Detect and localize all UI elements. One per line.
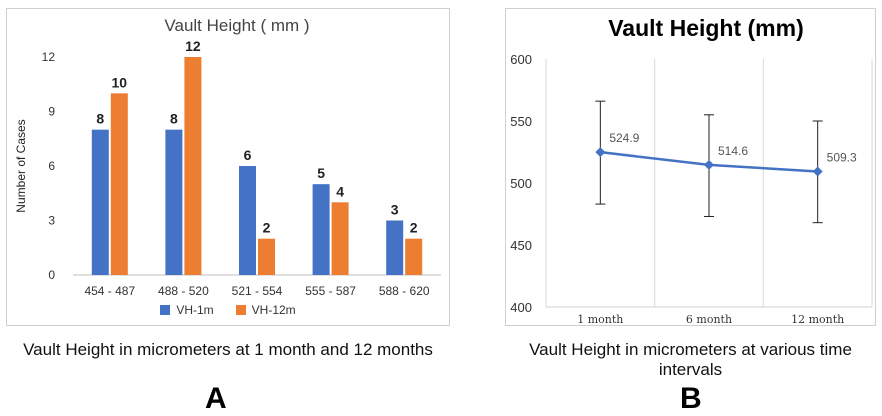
data-label: 10	[112, 74, 128, 90]
legend-item-vh-12m: VH-12m	[235, 303, 296, 317]
y-tick-label: 400	[510, 300, 532, 315]
x-tick-label: 588 - 620	[379, 284, 430, 298]
data-label: 12	[185, 38, 201, 54]
bar	[239, 166, 256, 275]
y-tick-label: 550	[510, 114, 532, 129]
legend-label-vh-1m: VH-1m	[176, 303, 214, 317]
x-tick-label: 521 - 554	[232, 284, 283, 298]
bar-chart-legend: VH-1m VH-12m	[6, 303, 450, 317]
bar	[405, 238, 423, 275]
y-tick-label: 500	[510, 176, 532, 191]
x-tick-label: 12 month	[791, 313, 844, 326]
bar-chart-svg: Vault Height ( mm ) Number of Cases 0 3 6 9 12…	[14, 16, 441, 298]
data-label: 509.3	[827, 150, 857, 164]
y-tick-label: 600	[510, 52, 532, 67]
data-label: 514.6	[718, 144, 748, 158]
x-tick-label: 555 - 587	[305, 284, 356, 298]
y-tick-label: 3	[48, 214, 55, 228]
data-label: 4	[336, 183, 344, 199]
data-label: 524.9	[609, 131, 639, 145]
y-tick-label: 6	[48, 159, 55, 173]
bar-chart-panel: Vault Height ( mm ) Number of Cases 0 3 6 9 12…	[6, 8, 450, 326]
data-label: 2	[263, 220, 271, 236]
caption-b: Vault Height in micrometers at various t…	[529, 340, 852, 379]
y-tick-label: 450	[510, 238, 532, 253]
data-label: 6	[244, 147, 252, 163]
data-label: 8	[96, 111, 104, 127]
legend-label-vh-12m: VH-12m	[251, 303, 296, 317]
data-point	[812, 166, 823, 177]
panel-label-b: B	[680, 382, 702, 415]
x-tick-label: 454 - 487	[84, 284, 135, 298]
bar	[91, 129, 109, 275]
bar	[184, 57, 202, 275]
y-tick-label: 0	[48, 268, 55, 282]
bar	[110, 93, 128, 275]
bar	[386, 220, 404, 275]
x-tick-label: 488 - 520	[158, 284, 209, 298]
legend-swatch-vh-12m	[235, 305, 246, 315]
bar	[165, 129, 183, 275]
y-tick-label: 9	[48, 105, 55, 119]
data-label: 5	[317, 165, 325, 181]
data-label: 8	[170, 111, 178, 127]
panel-label-a: A	[205, 382, 227, 415]
data-point	[595, 147, 606, 158]
data-label: 3	[391, 202, 399, 218]
y-axis-label: Number of Cases	[14, 119, 28, 212]
line-chart-svg: Vault Height (mm) 400 450 500 550 600 524.9 1 m…	[510, 15, 873, 326]
legend-item-vh-1m: VH-1m	[160, 303, 214, 317]
caption-a: Vault Height in micrometers at 1 month a…	[23, 340, 433, 359]
bar	[331, 202, 349, 275]
x-tick-label: 1 month	[577, 313, 623, 326]
x-tick-label: 6 month	[686, 313, 732, 326]
chart-title: Vault Height (mm)	[608, 15, 804, 41]
y-tick-label: 12	[42, 50, 56, 64]
chart-title: Vault Height ( mm )	[164, 16, 309, 35]
legend-swatch-vh-1m	[160, 305, 171, 315]
bar	[312, 184, 330, 275]
bar	[258, 238, 275, 275]
line-chart-panel: Vault Height (mm) 400 450 500 550 600 524.9 1 m…	[505, 8, 876, 326]
data-label: 2	[410, 220, 418, 236]
data-point	[704, 159, 714, 170]
